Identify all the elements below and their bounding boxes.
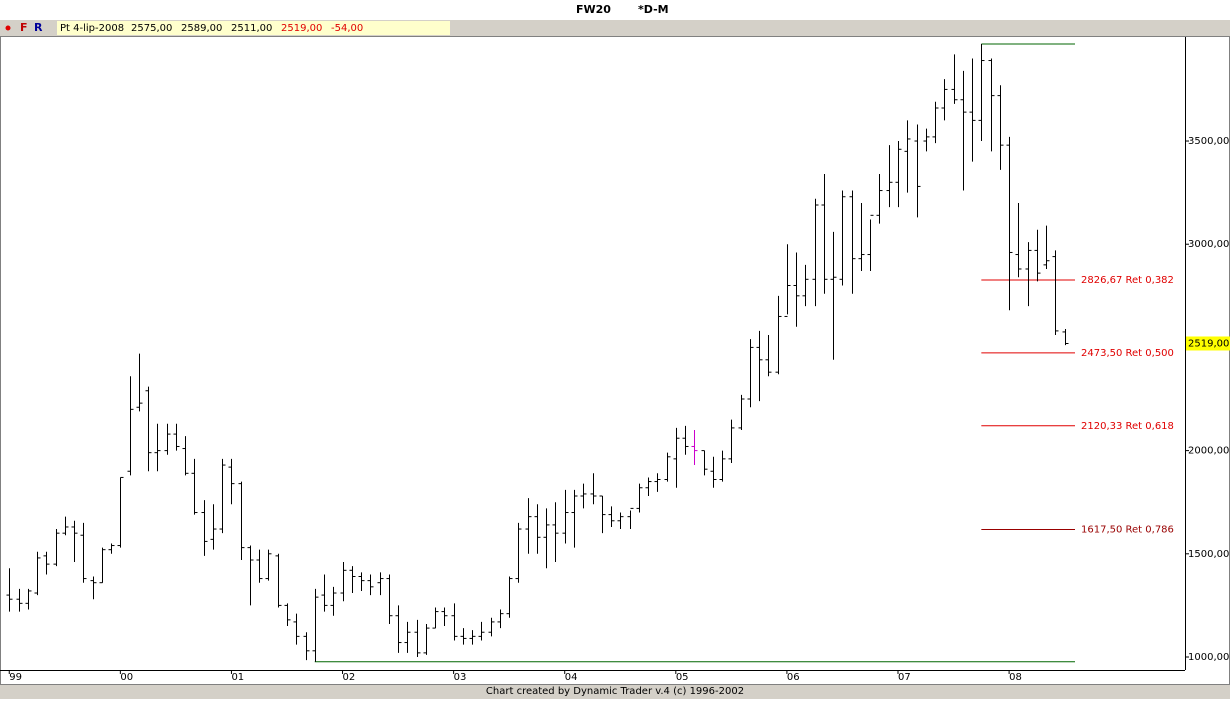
x-tick-label: 00 <box>120 672 133 683</box>
y-tick-label: 3000,00 <box>1188 239 1229 250</box>
info-high: 2589,00 <box>181 23 222 34</box>
x-tick-label: 02 <box>343 672 356 683</box>
y-tick-label: 3500,00 <box>1188 136 1229 147</box>
x-tick-label: 01 <box>231 672 244 683</box>
symbol: FW20 <box>576 3 611 16</box>
last-price-tag <box>1186 336 1230 351</box>
y-tick-label: 1500,00 <box>1188 549 1229 560</box>
x-tick-label: 08 <box>1009 672 1022 683</box>
y-tick-label: 2000,00 <box>1188 446 1229 457</box>
timeframe: *D-M <box>638 3 669 16</box>
frame <box>0 36 1230 685</box>
retracement-label: 2473,50 Ret 0,500 <box>1081 348 1174 359</box>
info-open: 2575,00 <box>131 23 172 34</box>
info-date: Pt 4-lip-2008 <box>60 23 124 34</box>
x-tick-label: 99 <box>9 672 22 683</box>
footer-bar <box>0 685 1230 699</box>
y-tick-label: 1000,00 <box>1188 652 1229 663</box>
info-box <box>57 21 450 35</box>
retracement-label: 2826,67 Ret 0,382 <box>1081 275 1174 286</box>
x-tick-label: 03 <box>454 672 467 683</box>
icon-r[interactable]: R <box>34 21 43 34</box>
retracement-label: 1617,50 Ret 0,786 <box>1081 525 1174 536</box>
info-change: -54,00 <box>331 23 363 34</box>
last-price-label: 2519,00 <box>1188 338 1229 349</box>
icon-f[interactable]: F <box>20 21 28 34</box>
footer: Chart created by Dynamic Trader v.4 (c) … <box>486 686 744 697</box>
title-bar <box>0 0 1230 20</box>
info-close: 2519,00 <box>281 23 322 34</box>
icon-dot[interactable] <box>5 25 11 31</box>
x-tick-label: 06 <box>787 672 800 683</box>
x-tick-label: 05 <box>676 672 689 683</box>
info-low: 2511,00 <box>231 23 272 34</box>
x-tick-label: 07 <box>898 672 911 683</box>
x-tick-label: 04 <box>565 672 578 683</box>
retracement-label: 2120,33 Ret 0,618 <box>1081 421 1174 432</box>
